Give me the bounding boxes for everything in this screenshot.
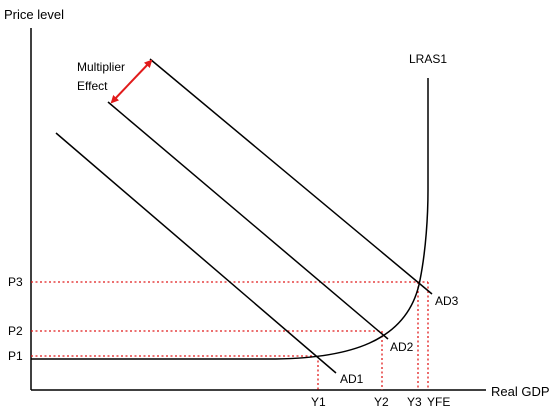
ad3-curve bbox=[149, 58, 433, 295]
yfe-label: YFE bbox=[427, 395, 450, 409]
y-axis-label: Price level bbox=[4, 7, 64, 22]
y1-label: Y1 bbox=[311, 395, 326, 409]
guide-lines bbox=[31, 281, 429, 390]
multiplier-label: Multiplier bbox=[77, 60, 125, 74]
ad3-label: AD3 bbox=[435, 294, 459, 308]
x-axis-label: Real GDP bbox=[491, 384, 550, 399]
lras-label: LRAS1 bbox=[409, 52, 447, 66]
ad1-curve bbox=[55, 132, 337, 374]
ad2-label: AD2 bbox=[390, 340, 414, 354]
effect-label: Effect bbox=[77, 79, 108, 93]
p1-label: P1 bbox=[8, 349, 23, 363]
multiplier-arrow bbox=[110, 59, 153, 104]
p2-label: P2 bbox=[8, 324, 23, 338]
ad2-curve bbox=[107, 101, 389, 340]
y3-label: Y3 bbox=[407, 395, 422, 409]
lras-curve bbox=[31, 78, 429, 360]
y2-label: Y2 bbox=[374, 395, 389, 409]
p3-label: P3 bbox=[8, 275, 23, 289]
ad1-label: AD1 bbox=[340, 372, 364, 386]
